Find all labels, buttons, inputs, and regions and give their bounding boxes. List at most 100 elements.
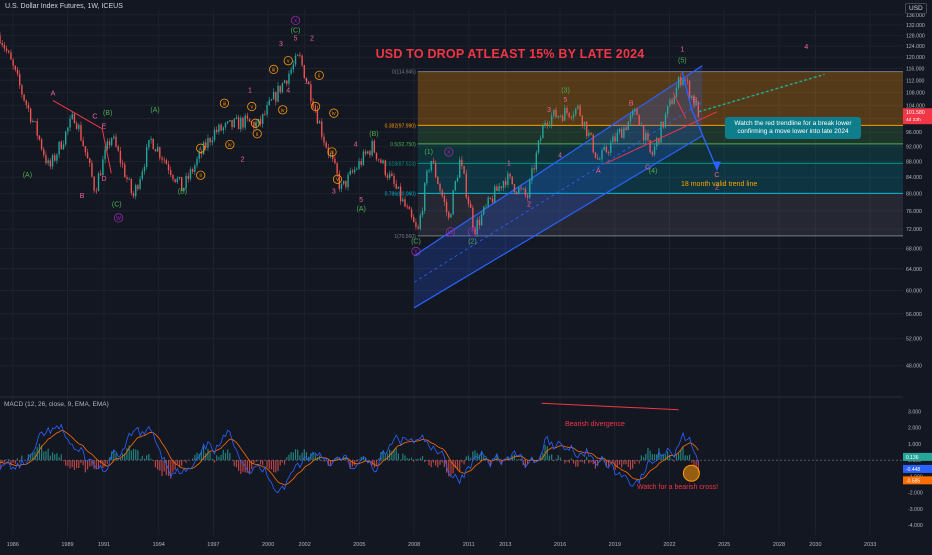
candle-body — [34, 121, 35, 122]
candle-body — [6, 49, 7, 51]
candle-body — [12, 60, 13, 66]
candle-body — [639, 115, 640, 126]
candle-body — [229, 120, 230, 121]
wave-label: ii — [256, 132, 258, 138]
macd-histogram-bar — [439, 460, 440, 465]
candle-body — [247, 116, 248, 119]
candle-body — [4, 45, 5, 49]
price-tick: 92.000 — [906, 145, 922, 151]
macd-histogram-bar — [621, 460, 622, 467]
macd-histogram-bar — [150, 459, 151, 461]
candle-body — [150, 139, 151, 140]
candle-body — [155, 149, 156, 151]
macd-histogram-bar — [89, 460, 90, 466]
candle-body — [334, 159, 335, 163]
macd-histogram-bar — [273, 460, 274, 472]
candle-body — [369, 151, 370, 155]
candle-body — [544, 123, 545, 126]
candle-body — [196, 159, 197, 166]
macd-histogram-bar — [131, 450, 132, 460]
macd-histogram-bar — [586, 457, 587, 460]
macd-histogram-bar — [50, 456, 51, 461]
macd-histogram-bar — [468, 455, 469, 460]
candle-body — [468, 197, 469, 203]
candle-body — [37, 121, 38, 136]
macd-histogram-bar — [260, 460, 261, 464]
wave-label: B — [80, 193, 85, 200]
candle-body — [80, 125, 81, 140]
candle-body — [295, 56, 296, 65]
candle-body — [617, 132, 618, 141]
candle-body — [448, 212, 449, 217]
macd-histogram-bar — [628, 460, 629, 467]
time-tick: 2011 — [463, 542, 475, 548]
candle-body — [354, 170, 355, 173]
macd-histogram-bar — [691, 460, 692, 462]
candle-body — [227, 121, 228, 123]
wave-label: 4 — [804, 44, 808, 51]
candle-body — [689, 81, 690, 98]
macd-histogram-bar — [253, 460, 254, 463]
macd-histogram-bar — [65, 460, 66, 465]
candle-body — [382, 160, 383, 163]
price-tick: 48.000 — [906, 364, 922, 370]
currency-button[interactable]: USD — [905, 3, 927, 14]
candle-body — [146, 147, 147, 167]
candle-body — [577, 106, 578, 109]
candle-body — [606, 147, 607, 152]
candle-body — [312, 101, 313, 108]
candle-body — [343, 181, 344, 184]
wave-label: 4 — [354, 142, 358, 149]
candle-body — [628, 122, 629, 130]
price-tick: 68.000 — [906, 246, 922, 252]
wave-label: (C) — [291, 28, 301, 35]
candle-body — [98, 174, 99, 192]
candle-body — [188, 176, 189, 179]
candle-body — [461, 160, 462, 166]
macd-histogram-bar — [229, 453, 230, 460]
candle-body — [109, 141, 110, 145]
candle-body — [586, 122, 587, 136]
callout-note[interactable]: Watch the red trendline for a break lowe… — [725, 117, 861, 139]
wave-label: (B) — [178, 189, 187, 196]
macd-histogram-bar — [301, 453, 302, 461]
macd-histogram-bar — [577, 460, 578, 466]
candle-body — [573, 115, 574, 118]
candle-body — [124, 164, 125, 177]
wave-label: 5 — [359, 197, 363, 204]
macd-histogram-bar — [39, 444, 40, 460]
macd-histogram-bar — [652, 454, 653, 460]
macd-histogram-bar — [588, 460, 589, 463]
macd-histogram-bar — [63, 460, 64, 461]
candle-body — [558, 116, 559, 117]
wave-label: v — [287, 59, 290, 65]
macd-histogram-bar — [76, 460, 77, 468]
macd-histogram-bar — [83, 460, 84, 465]
macd-histogram-bar — [569, 460, 570, 463]
macd-histogram-bar — [376, 460, 377, 465]
macd-histogram-bar — [135, 449, 136, 460]
candle-body — [398, 187, 399, 189]
candle-body — [575, 108, 576, 114]
candle-body — [437, 177, 438, 184]
macd-histogram-bar — [647, 448, 648, 460]
candle-body — [531, 168, 532, 180]
candle-body — [194, 165, 195, 171]
candle-body — [483, 207, 484, 215]
candle-body — [533, 168, 534, 169]
macd-histogram-bar — [641, 455, 642, 460]
candle-body — [56, 155, 57, 161]
macd-histogram-bar — [157, 460, 158, 469]
candle-body — [157, 147, 158, 151]
candle-body — [323, 137, 324, 143]
candle-body — [242, 118, 243, 128]
candle-body — [65, 131, 66, 144]
wave-label: (B) — [103, 110, 112, 117]
macd-histogram-bar — [625, 460, 626, 464]
candle-body — [336, 163, 337, 174]
macd-histogram-bar — [238, 460, 239, 471]
candle-body — [507, 174, 508, 185]
candle-body — [58, 142, 59, 155]
